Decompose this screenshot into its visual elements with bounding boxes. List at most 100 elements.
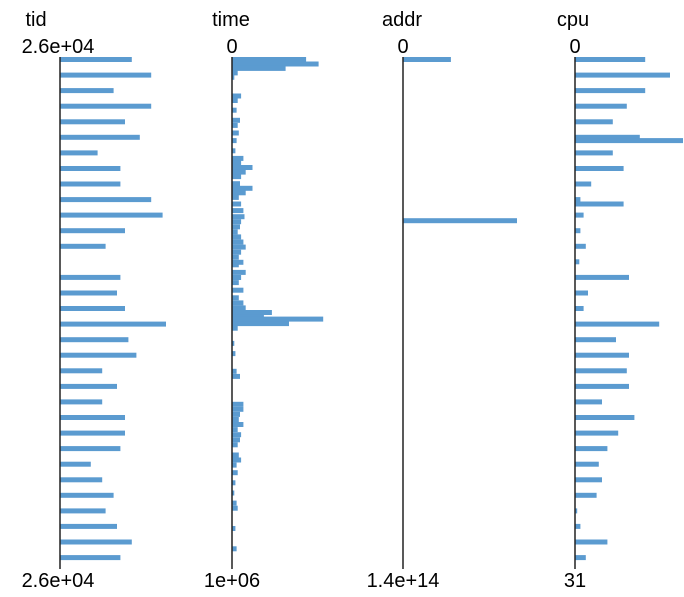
bar bbox=[575, 197, 581, 203]
bar bbox=[60, 181, 121, 187]
bar bbox=[232, 490, 235, 496]
bar bbox=[232, 321, 289, 327]
bar bbox=[575, 119, 613, 125]
bar bbox=[575, 508, 578, 514]
bar bbox=[575, 337, 616, 343]
bar bbox=[232, 280, 239, 286]
bar bbox=[232, 422, 244, 427]
bar bbox=[232, 201, 242, 207]
bar bbox=[232, 244, 246, 250]
bar bbox=[232, 93, 242, 99]
bar bbox=[232, 148, 236, 154]
bar bbox=[232, 165, 253, 170]
bar bbox=[575, 181, 592, 187]
bar bbox=[575, 88, 646, 94]
bar bbox=[232, 65, 286, 71]
bar bbox=[60, 306, 125, 311]
axis-top-label: 0 bbox=[397, 36, 408, 58]
bar bbox=[232, 300, 244, 306]
bar bbox=[575, 138, 683, 144]
bar bbox=[232, 138, 237, 144]
bar bbox=[232, 340, 235, 346]
bar bbox=[232, 190, 246, 196]
bar bbox=[232, 427, 238, 433]
bar bbox=[60, 492, 114, 498]
bar bbox=[575, 274, 629, 280]
bar bbox=[575, 477, 602, 483]
axis-bottom-label: 1.4e+14 bbox=[367, 570, 440, 592]
column-addr: addr 0 1.4e+14 bbox=[367, 9, 517, 592]
bar bbox=[60, 166, 121, 171]
bar bbox=[232, 174, 242, 180]
bar bbox=[403, 218, 517, 224]
bar bbox=[232, 74, 235, 80]
bar bbox=[232, 417, 239, 422]
axis-bottom-label: 1e+06 bbox=[204, 570, 260, 592]
bar bbox=[232, 295, 239, 301]
bar bbox=[60, 119, 125, 125]
bar bbox=[60, 290, 117, 296]
bar bbox=[232, 117, 240, 123]
bar bbox=[60, 134, 140, 140]
bar bbox=[60, 555, 121, 561]
bar bbox=[60, 243, 106, 249]
bar bbox=[60, 430, 125, 436]
bar bbox=[575, 212, 584, 218]
bar bbox=[232, 269, 246, 275]
bar bbox=[60, 523, 117, 529]
bar bbox=[575, 492, 597, 498]
bar bbox=[60, 352, 137, 358]
axis-top-label: 0 bbox=[226, 36, 237, 58]
bar bbox=[232, 130, 239, 136]
bar bbox=[232, 249, 242, 255]
bar bbox=[575, 399, 602, 405]
column-header: time bbox=[212, 9, 250, 31]
bar bbox=[60, 415, 125, 420]
bar bbox=[575, 150, 613, 156]
bar bbox=[232, 239, 244, 245]
bar bbox=[575, 415, 635, 420]
bar bbox=[232, 155, 244, 161]
bar bbox=[575, 352, 629, 358]
bar bbox=[232, 262, 239, 268]
bar bbox=[60, 197, 152, 203]
bar bbox=[575, 201, 624, 207]
bar bbox=[232, 411, 240, 417]
bar bbox=[232, 169, 246, 175]
bar bbox=[232, 452, 239, 458]
bar bbox=[232, 61, 319, 67]
bar bbox=[60, 383, 117, 389]
bar bbox=[232, 185, 253, 191]
bar bbox=[60, 103, 152, 109]
bar bbox=[60, 88, 114, 94]
bar bbox=[232, 437, 240, 443]
bar bbox=[232, 368, 237, 374]
column-header: tid bbox=[25, 9, 46, 31]
bar bbox=[575, 228, 581, 234]
bar bbox=[60, 228, 125, 234]
column-header: addr bbox=[382, 9, 422, 31]
bar bbox=[232, 406, 244, 412]
bar bbox=[232, 98, 238, 103]
bar bbox=[575, 290, 588, 296]
bar bbox=[232, 122, 238, 128]
bar bbox=[232, 305, 246, 311]
bar bbox=[232, 373, 240, 379]
bar bbox=[60, 508, 106, 514]
bar bbox=[232, 401, 244, 407]
column-time: time 0 1e+06 bbox=[204, 9, 324, 592]
bar bbox=[232, 500, 237, 506]
bar bbox=[232, 480, 236, 486]
bar bbox=[232, 160, 242, 166]
bar bbox=[232, 229, 238, 235]
bar bbox=[575, 555, 586, 561]
bar bbox=[575, 57, 646, 62]
bar bbox=[575, 523, 581, 529]
bar bbox=[60, 461, 91, 467]
bar bbox=[232, 214, 245, 220]
bar bbox=[232, 325, 238, 331]
bar bbox=[232, 70, 238, 76]
bar bbox=[232, 219, 242, 225]
bar bbox=[232, 505, 238, 511]
